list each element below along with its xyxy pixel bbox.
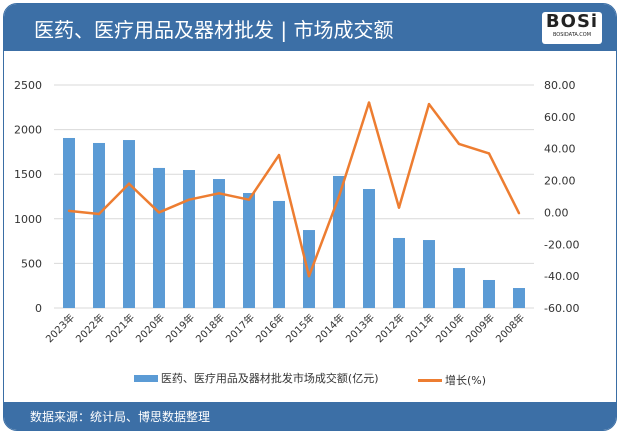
growth-point <box>157 211 161 214</box>
growth-line <box>68 101 521 278</box>
y-right-tick-label: 0.00 <box>544 206 569 219</box>
legend: 医药、医疗用品及器材批发市场成交额(亿元) 增长(%) <box>4 370 616 388</box>
bar <box>363 189 375 308</box>
y-left-tick-label: 1000 <box>14 213 42 226</box>
combo-chart: 0 500 1000 1500 2000 2500 -60.00 -40.00 -20.00 0.… <box>14 79 579 345</box>
x-tick-label: 2015年 <box>283 311 317 345</box>
y-right-tick-label: -40.00 <box>544 270 579 283</box>
x-tick-label: 2022年 <box>73 311 107 345</box>
growth-point <box>247 198 251 201</box>
x-tick-label: 2008年 <box>493 311 527 345</box>
y-right-tick-label: -60.00 <box>544 302 579 315</box>
legend-label-line: 增长(%) <box>445 374 487 387</box>
y-right-tick-label: 40.00 <box>544 143 576 156</box>
x-tick-label: 2020年 <box>133 311 167 345</box>
bar <box>513 288 525 308</box>
bar <box>243 193 255 308</box>
x-tick-label: 2023年 <box>43 311 77 345</box>
growth-point <box>337 195 341 198</box>
x-tick-label: 2016年 <box>253 311 287 345</box>
bar <box>213 179 225 308</box>
x-tick-label: 2013年 <box>343 311 377 345</box>
y-left-tick-label: 2500 <box>14 79 42 92</box>
legend-item-bar: 医药、医疗用品及器材批发市场成交额(亿元) <box>133 370 379 386</box>
x-tick-label: 2009年 <box>463 311 497 345</box>
y-left-tick-label: 500 <box>21 257 42 270</box>
x-tick-label: 2010年 <box>433 311 467 345</box>
bar <box>333 175 345 308</box>
growth-point <box>127 182 131 185</box>
x-tick-label: 2021年 <box>103 311 137 345</box>
growth-point <box>277 153 281 157</box>
bar <box>123 140 135 308</box>
growth-point <box>217 192 221 195</box>
logo-text: BOSi <box>545 11 599 32</box>
growth-point <box>97 212 101 216</box>
x-tick-label: 2014年 <box>313 311 347 345</box>
bar <box>273 200 285 308</box>
y-left-tick-label: 2000 <box>14 124 42 137</box>
data-source: 数据来源：统计局、博思数据整理 <box>30 410 211 424</box>
legend-item-line: 增长(%) <box>418 372 486 388</box>
y-right-tick-label: 80.00 <box>544 79 576 92</box>
x-tick-label: 2017年 <box>223 311 257 345</box>
bar <box>303 230 315 308</box>
bar <box>393 237 405 308</box>
growth-point <box>457 142 461 146</box>
growth-point <box>517 212 521 215</box>
bar <box>483 279 495 308</box>
growth-point <box>367 101 371 104</box>
y-right-tick-label: 20.00 <box>544 175 576 188</box>
y-right-tick-label: -20.00 <box>544 238 579 251</box>
chart-frame: 医药、医疗用品及器材批发 | 市场成交额 BOSi BOSIDATA.COM 0… <box>3 3 617 431</box>
y-left-tick-label: 1500 <box>14 168 42 181</box>
growth-point <box>427 102 431 106</box>
y-left-tick-label: 0 <box>35 302 42 315</box>
bar <box>153 167 165 308</box>
x-tick-label: 2018年 <box>193 311 227 345</box>
header-bar: 医药、医疗用品及器材批发 | 市场成交额 BOSi BOSIDATA.COM <box>4 4 616 51</box>
growth-point <box>487 152 491 155</box>
y-right-tick-label: 60.00 <box>544 111 576 124</box>
bar <box>423 240 435 308</box>
growth-point <box>67 209 71 213</box>
bar <box>93 142 105 308</box>
x-tick-label: 2011年 <box>403 311 437 345</box>
logo-subtext: BOSIDATA.COM <box>552 32 592 38</box>
growth-point <box>307 274 311 278</box>
x-tick-label: 2012年 <box>373 311 407 345</box>
growth-point <box>397 206 401 209</box>
bar <box>453 268 465 308</box>
bar <box>63 137 75 308</box>
legend-label-bar: 医药、医疗用品及器材批发市场成交额(亿元) <box>160 372 379 385</box>
bosi-logo: BOSi BOSIDATA.COM <box>542 12 602 44</box>
legend-swatch-bar <box>133 374 158 382</box>
page-title: 医药、医疗用品及器材批发 | 市场成交额 <box>34 18 394 42</box>
footer-bar: 数据来源：统计局、博思数据整理 <box>4 402 616 430</box>
x-tick-label: 2019年 <box>163 311 197 345</box>
legend-swatch-line <box>418 378 443 382</box>
bar <box>183 170 195 308</box>
growth-point <box>187 198 191 201</box>
